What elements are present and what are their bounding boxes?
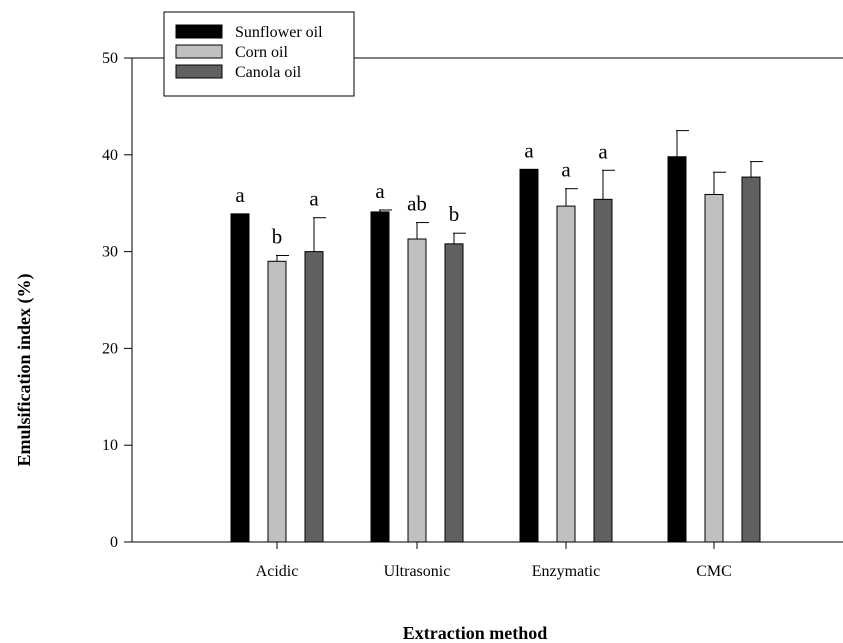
legend: Sunflower oil Corn oil Canola oil: [163, 11, 355, 97]
y-tick-label: 40: [102, 147, 118, 164]
legend-swatch: [175, 64, 223, 79]
significance-label: ab: [407, 192, 427, 216]
y-tick-label: 50: [102, 50, 118, 67]
y-tick-label: 20: [102, 340, 118, 357]
significance-label: a: [598, 139, 608, 163]
legend-label: Corn oil: [235, 44, 288, 61]
significance-label: a: [235, 183, 245, 207]
bar: [304, 251, 324, 543]
x-tick-label: Acidic: [256, 563, 299, 580]
significance-label: a: [561, 158, 571, 182]
bar: [741, 176, 761, 543]
legend-label: Canola oil: [235, 64, 302, 81]
bar: [593, 198, 613, 543]
y-axis-title: Emulsification index (%): [14, 273, 35, 466]
bar: [519, 168, 539, 543]
bar: [370, 211, 390, 543]
significance-label: b: [272, 224, 283, 248]
y-tick-label: 10: [102, 437, 118, 454]
legend-swatch: [175, 44, 223, 59]
significance-label: a: [309, 187, 319, 211]
x-tick-label: Enzymatic: [532, 563, 600, 580]
bar: [230, 213, 250, 543]
significance-label: b: [449, 202, 460, 226]
bar: [267, 260, 287, 543]
significance-label: a: [375, 179, 385, 203]
y-tick-label: 0: [110, 534, 118, 551]
y-axis: 0 10 20 30 40 50: [102, 50, 132, 551]
x-axis: Acidic Ultrasonic Enzymatic CMC: [256, 542, 732, 580]
legend-swatch: [175, 24, 223, 39]
bars: [230, 130, 763, 543]
y-tick-label: 30: [102, 244, 118, 261]
bar: [444, 243, 464, 543]
bar: [704, 193, 724, 543]
legend-label: Sunflower oil: [235, 24, 323, 41]
bar: [556, 205, 576, 543]
x-axis-title: Extraction method: [403, 623, 547, 643]
significance-label: a: [524, 138, 534, 162]
bar: [407, 238, 427, 543]
bar: [667, 156, 687, 543]
x-tick-label: CMC: [696, 563, 732, 580]
x-tick-label: Ultrasonic: [384, 563, 451, 580]
